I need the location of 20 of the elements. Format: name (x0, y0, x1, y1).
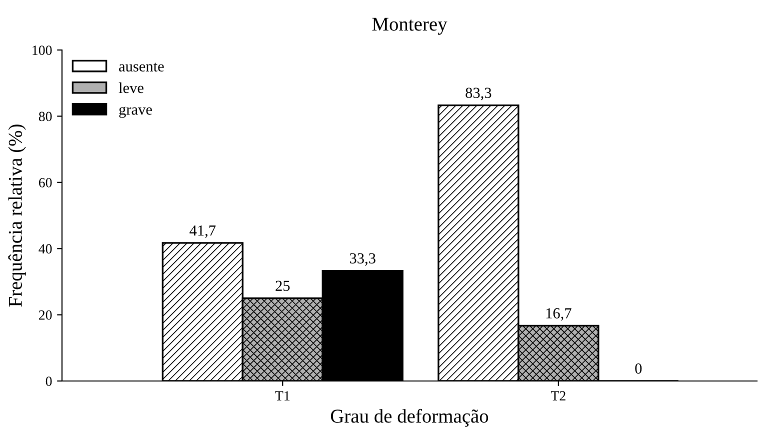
x-tick-label: T1 (275, 391, 290, 400)
x-tick-label: T2 (550, 391, 566, 400)
y-tick-label: 100 (32, 46, 52, 55)
y-tick-label: 20 (39, 310, 52, 320)
legend-label: ausente (119, 62, 164, 72)
data-label: 41,7 (190, 225, 216, 238)
y-tick-label: 60 (38, 178, 52, 188)
y-axis-title: Frequência relativa (%) (8, 124, 26, 307)
data-label: 25 (276, 280, 290, 291)
data-label: 33,3 (350, 253, 376, 266)
x-axis-title: Grau de deformação (330, 408, 488, 427)
chart-title: Monterey (372, 18, 448, 35)
data-label: 16,7 (546, 308, 572, 321)
y-tick-label: 80 (38, 112, 52, 122)
data-label: 0 (635, 363, 642, 374)
y-tick-label: 0 (46, 376, 52, 386)
y-tick-label: 40 (38, 244, 52, 254)
data-label: 83,3 (466, 88, 492, 100)
legend-label: grave (119, 106, 152, 118)
legend-label: leve (118, 82, 144, 94)
